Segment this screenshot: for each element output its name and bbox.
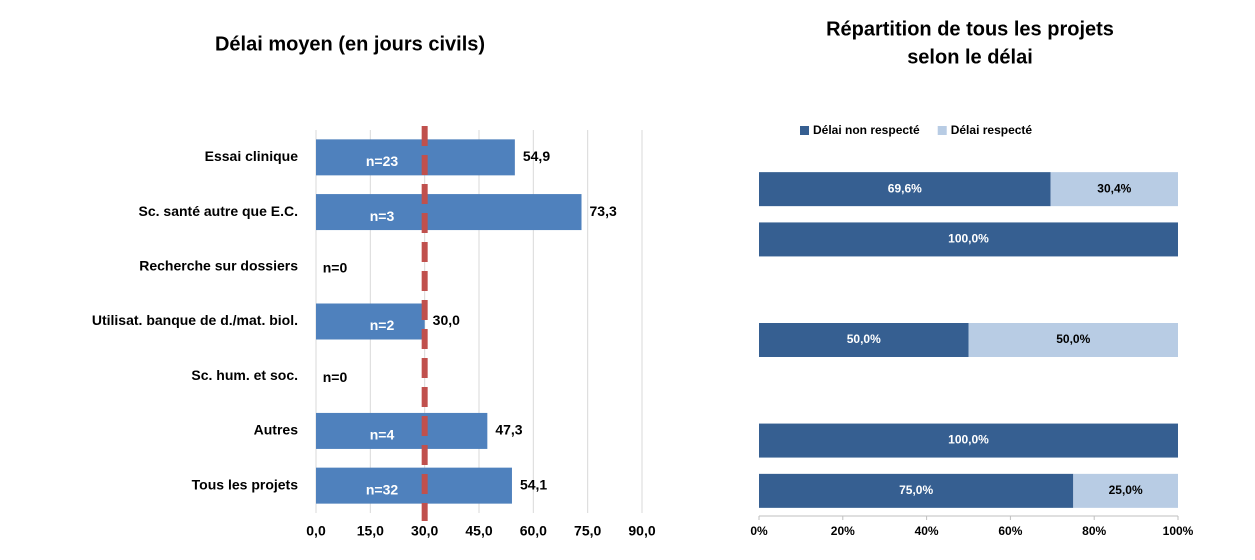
- x-tick-label: 0%: [750, 524, 768, 538]
- y-tick-label: Autres: [254, 422, 299, 438]
- value-label: 100,0%: [948, 433, 989, 447]
- value-label: 30,4%: [1097, 181, 1131, 195]
- value-label: 73,3: [590, 203, 617, 219]
- value-label: 25,0%: [1109, 483, 1143, 497]
- bar: [316, 139, 515, 176]
- value-label: 54,1: [520, 476, 547, 492]
- bar-label: n=23: [366, 153, 399, 169]
- y-tick-label: Recherche sur dossiers: [139, 257, 298, 273]
- legend-swatch: [937, 126, 947, 135]
- legend-swatch: [800, 126, 809, 135]
- y-tick-label: Essai clinique: [205, 148, 299, 164]
- x-tick-label: 30,0: [411, 523, 438, 539]
- x-tick-label: 100%: [1163, 524, 1194, 538]
- y-tick-label: Sc. santé autre que E.C.: [139, 203, 299, 219]
- value-label: 69,6%: [888, 181, 922, 195]
- x-tick-label: 0,0: [306, 523, 326, 539]
- bar: [316, 412, 488, 449]
- x-tick-label: 90,0: [628, 523, 655, 539]
- y-tick-label: Tous les projets: [192, 476, 299, 492]
- legend-label: Délai respecté: [951, 123, 1033, 137]
- bar-segment: [1050, 172, 1178, 207]
- bar-segment: [968, 323, 1178, 357]
- value-label: 75,0%: [899, 483, 933, 497]
- x-tick-label: 60%: [998, 524, 1022, 538]
- x-tick-label: 75,0: [574, 523, 601, 539]
- y-tick-label: Utilisat. banque de d./mat. biol.: [92, 312, 298, 328]
- bar: [316, 303, 425, 340]
- value-label: 30,0: [433, 312, 460, 328]
- chart-title: Délai moyen (en jours civils): [215, 33, 485, 55]
- chart-title: selon le délai: [907, 46, 1033, 68]
- bar-label: n=2: [370, 317, 395, 333]
- bar-segment: [759, 423, 1178, 458]
- bar-label: n=4: [370, 427, 395, 443]
- bar-label: n=0: [323, 259, 348, 275]
- x-tick-label: 20%: [831, 524, 855, 538]
- bar: [316, 467, 512, 504]
- x-tick-label: 15,0: [357, 523, 384, 539]
- value-label: 54,9: [523, 148, 550, 164]
- x-tick-label: 80%: [1082, 524, 1106, 538]
- bar-segment: [759, 323, 969, 357]
- y-tick-label: Sc. hum. et soc.: [191, 367, 298, 383]
- bar-segment: [759, 172, 1051, 207]
- bar-segment: [759, 222, 1178, 257]
- x-tick-label: 40%: [915, 524, 939, 538]
- value-label: 100,0%: [948, 232, 989, 246]
- value-label: 47,3: [495, 422, 522, 438]
- bar-label: n=0: [323, 369, 348, 385]
- bar-label: n=32: [366, 481, 399, 497]
- bar-segment: [1073, 473, 1178, 508]
- bar-label: n=3: [370, 208, 395, 224]
- chart-title: Répartition de tous les projets: [826, 18, 1114, 40]
- x-tick-label: 45,0: [465, 523, 492, 539]
- x-tick-label: 60,0: [520, 523, 547, 539]
- value-label: 50,0%: [1056, 332, 1090, 346]
- legend-label: Délai non respecté: [813, 123, 920, 137]
- bar: [316, 194, 582, 231]
- value-label: 50,0%: [847, 332, 881, 346]
- bar-segment: [759, 473, 1074, 508]
